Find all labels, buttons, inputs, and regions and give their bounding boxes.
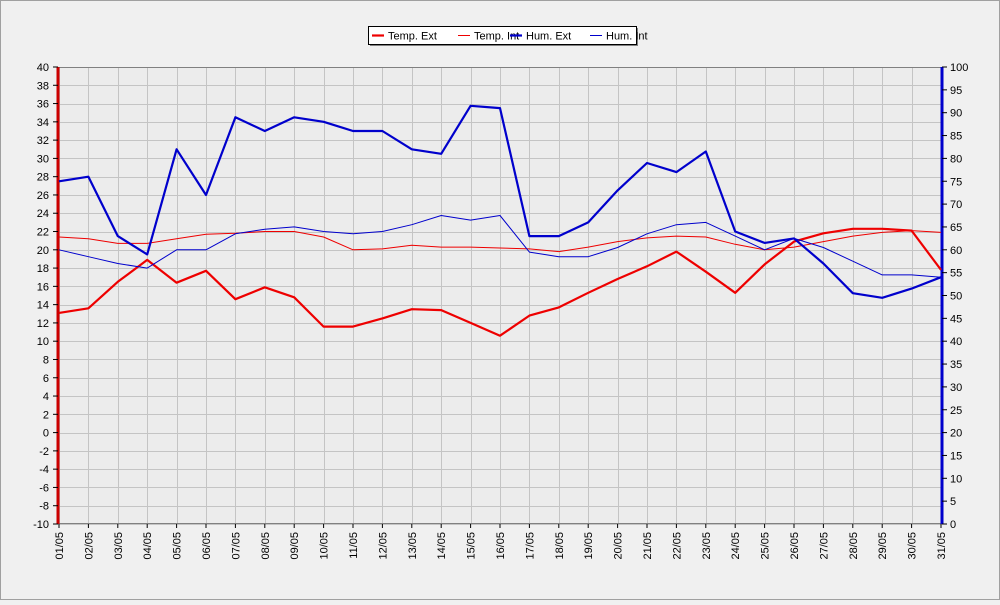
series-group <box>58 104 942 337</box>
left-tick-label: 16 <box>37 281 49 293</box>
left-tick-label: 12 <box>37 318 49 330</box>
left-tick-label: 14 <box>37 300 49 312</box>
right-tick-label: 65 <box>950 222 962 234</box>
left-tick-label: 30 <box>37 153 49 165</box>
x-tick-label: 28/05 <box>848 532 860 560</box>
right-tick-label: 80 <box>950 153 962 165</box>
x-tick-label: 23/05 <box>701 532 713 560</box>
x-tick-label: 26/05 <box>789 532 801 560</box>
x-tick-label: 25/05 <box>760 532 772 560</box>
legend-label-temp-int: Temp. Int <box>474 31 519 43</box>
x-tick-label: 07/05 <box>230 532 242 560</box>
x-tick-label: 29/05 <box>877 532 889 560</box>
left-tick-label: 10 <box>37 336 49 348</box>
right-tick-label: 75 <box>950 176 962 188</box>
legend-label-hum-ext: Hum. Ext <box>526 31 571 43</box>
legend-label-hum-int: Hum. Int <box>606 31 648 43</box>
left-tick-label: -6 <box>39 482 49 494</box>
x-tick-label: 16/05 <box>495 532 507 560</box>
x-tick-label: 01/05 <box>54 532 66 560</box>
right-tick-label: 15 <box>950 450 962 462</box>
x-tick-label: 15/05 <box>466 532 478 560</box>
left-tick-label: 0 <box>43 428 49 440</box>
left-tick-label: -8 <box>39 501 49 513</box>
right-tick-label: 45 <box>950 313 962 325</box>
right-tick-label: 55 <box>950 268 962 280</box>
right-tick-label: 25 <box>950 405 962 417</box>
x-tick-label: 20/05 <box>613 532 625 560</box>
left-axis-ticks: -10-8-6-4-202468101214161820222426283032… <box>33 62 58 531</box>
right-tick-label: 90 <box>950 108 962 120</box>
right-tick-label: 95 <box>950 85 962 97</box>
left-tick-label: 32 <box>37 135 49 147</box>
left-tick-label: -4 <box>39 464 49 476</box>
right-tick-label: 60 <box>950 245 962 257</box>
x-tick-label: 10/05 <box>319 532 331 560</box>
x-tick-label: 31/05 <box>936 532 948 560</box>
right-tick-label: 30 <box>950 382 962 394</box>
x-tick-label: 02/05 <box>83 532 95 560</box>
x-tick-label: 14/05 <box>436 532 448 560</box>
right-tick-label: 35 <box>950 359 962 371</box>
left-tick-label: 18 <box>37 263 49 275</box>
left-tick-label: 36 <box>37 99 49 111</box>
left-tick-label: 28 <box>37 172 49 184</box>
x-tick-label: 21/05 <box>642 532 654 560</box>
left-tick-label: 2 <box>43 409 49 421</box>
x-tick-label: 27/05 <box>818 532 830 560</box>
left-tick-label: 20 <box>37 245 49 257</box>
x-tick-label: 12/05 <box>377 532 389 560</box>
x-axis-ticks: 01/05 02/05 03/05 04/05 05/05 06/05 07/05 08/05… <box>54 524 948 560</box>
left-tick-label: 26 <box>37 190 49 202</box>
x-tick-label: 17/05 <box>524 532 536 560</box>
left-tick-label: 8 <box>43 354 49 366</box>
x-tick-label: 03/05 <box>113 532 125 560</box>
x-tick-label: 22/05 <box>671 532 683 560</box>
x-tick-label: 05/05 <box>172 532 184 560</box>
left-tick-label: 38 <box>37 80 49 92</box>
series-line-hum-int <box>58 215 942 278</box>
left-tick-label: 24 <box>37 208 49 220</box>
x-tick-label: 09/05 <box>289 532 301 560</box>
x-tick-label: 19/05 <box>583 532 595 560</box>
right-tick-label: 0 <box>950 519 956 531</box>
left-tick-label: 40 <box>37 62 49 74</box>
right-tick-label: 5 <box>950 496 956 508</box>
right-tick-label: 20 <box>950 428 962 440</box>
left-tick-label: 4 <box>43 391 49 403</box>
x-tick-label: 30/05 <box>907 532 919 560</box>
x-tick-label: 13/05 <box>407 532 419 560</box>
left-tick-label: 34 <box>37 117 49 129</box>
right-tick-label: 50 <box>950 291 962 303</box>
x-tick-label: 24/05 <box>730 532 742 560</box>
legend-label-temp-ext: Temp. Ext <box>388 31 437 43</box>
right-tick-label: 100 <box>950 62 968 74</box>
series-line-temp-ext <box>58 227 942 337</box>
x-tick-label: 04/05 <box>142 532 154 560</box>
x-tick-label: 08/05 <box>260 532 272 560</box>
x-tick-label: 11/05 <box>348 532 360 559</box>
left-tick-label: -2 <box>39 446 49 458</box>
right-tick-label: 40 <box>950 336 962 348</box>
left-tick-label: 6 <box>43 373 49 385</box>
gridlines <box>58 67 942 525</box>
legend: Temp. Ext Temp. Int Hum. Ext Hum. Int <box>368 26 648 46</box>
left-tick-label: -10 <box>33 519 49 531</box>
right-tick-label: 10 <box>950 473 962 485</box>
x-tick-label: 18/05 <box>554 532 566 560</box>
right-axis-ticks: 0 5 10 15 20 25 30 35 40 45 50 55 60 65 70 75 80 85 90 95 10… <box>942 62 968 531</box>
x-tick-label: 06/05 <box>201 532 213 560</box>
series-line-temp-int <box>58 230 942 253</box>
right-tick-label: 70 <box>950 199 962 211</box>
legend-box <box>368 26 637 45</box>
left-tick-label: 22 <box>37 227 49 239</box>
right-tick-label: 85 <box>950 131 962 143</box>
